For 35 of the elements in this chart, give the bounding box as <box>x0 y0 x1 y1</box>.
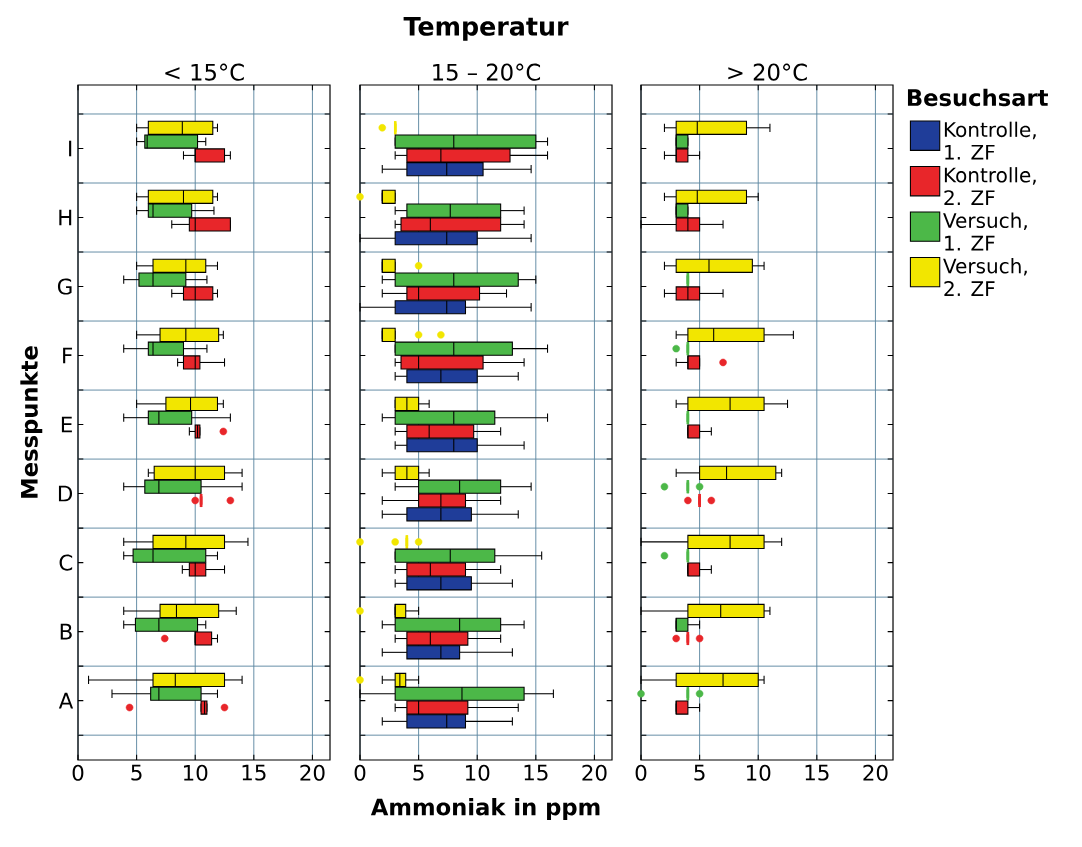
y-tick-label: F <box>63 347 73 364</box>
x-tick-label: 10 <box>746 764 771 781</box>
legend-label: Kontrolle, 2. ZF <box>944 167 1036 205</box>
y-tick-label: G <box>57 278 72 295</box>
chart-title: Temperatur <box>403 17 569 41</box>
chart-subtitle: 15 – 20°C <box>433 63 541 81</box>
x-tick-label: 5 <box>694 764 705 781</box>
x-tick-label: 10 <box>183 764 208 781</box>
x-tick-label: 5 <box>131 764 142 781</box>
y-axis-title: Messpunkte <box>20 346 43 498</box>
y-tick-label: B <box>60 623 72 640</box>
x-axis-title: Ammoniak in ppm <box>370 798 600 820</box>
legend-label: Versuch, 1. ZF <box>943 212 1027 251</box>
x-tick-label: 0 <box>72 764 84 781</box>
x-tick-label: 15 <box>524 764 548 781</box>
x-tick-label: 15 <box>242 764 266 781</box>
y-tick-label: A <box>58 692 74 709</box>
y-tick-label: H <box>59 209 72 226</box>
y-tick-label: I <box>69 140 72 157</box>
x-tick-label: 0 <box>354 764 366 781</box>
x-tick-label: 10 <box>465 764 490 781</box>
chart-subtitle: < 15°C <box>165 63 244 81</box>
legend-title: Besuchsart <box>907 88 1048 107</box>
y-tick-label: C <box>59 554 73 571</box>
x-tick-label: 5 <box>413 764 424 781</box>
x-tick-label: 20 <box>863 764 888 781</box>
x-tick-label: 0 <box>635 764 647 781</box>
legend-label: Kontrolle, 1. ZF <box>944 121 1036 160</box>
x-tick-label: 20 <box>582 764 607 781</box>
chart-subtitle: > 20°C <box>728 63 807 81</box>
y-tick-label: D <box>58 485 73 502</box>
y-tick-label: E <box>61 416 72 433</box>
legend-label: Versuch, 2. ZF <box>943 258 1027 296</box>
x-tick-label: 20 <box>300 764 325 781</box>
x-tick-label: 15 <box>805 764 829 781</box>
